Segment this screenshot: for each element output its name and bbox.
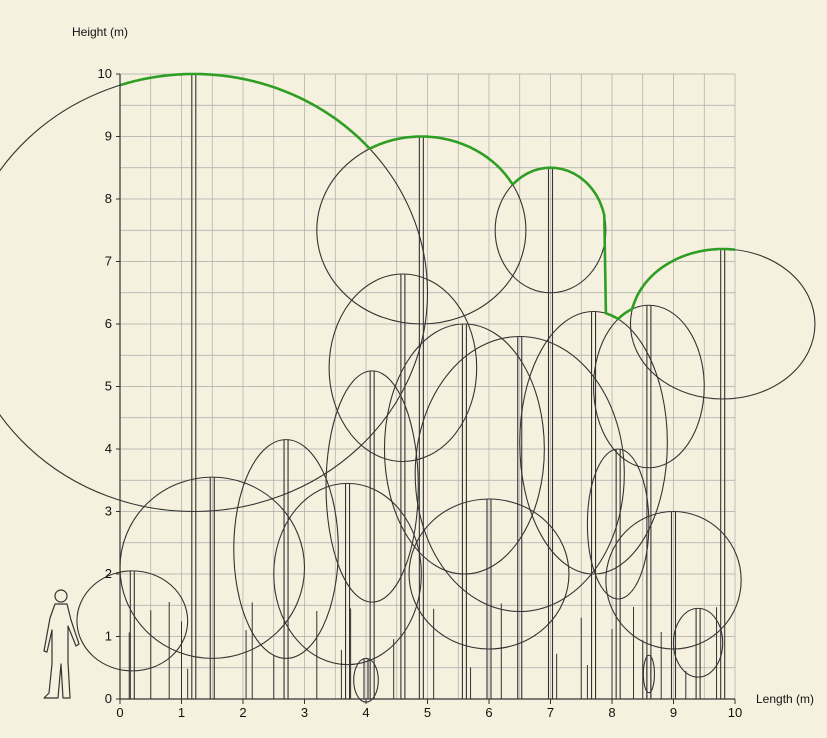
tree-stems xyxy=(128,74,726,699)
x-tick-label: 9 xyxy=(670,705,677,720)
x-tick-label: 1 xyxy=(178,705,185,720)
tree-crowns xyxy=(0,73,816,703)
grid-lines xyxy=(120,73,736,699)
tree-crown xyxy=(519,310,668,575)
x-tick-label: 7 xyxy=(547,705,554,720)
tree-crown xyxy=(233,439,339,659)
tree-crown xyxy=(408,498,570,650)
x-tick-label: 4 xyxy=(362,705,369,720)
person-icon xyxy=(43,589,80,699)
tree-crown xyxy=(325,370,419,603)
x-axis-title: Length (m) xyxy=(756,692,814,706)
y-tick-label: 10 xyxy=(98,66,112,81)
canopy-profile-line xyxy=(119,72,736,321)
y-tick-label: 7 xyxy=(105,254,112,269)
tree-crown xyxy=(586,448,650,600)
y-tick-label: 6 xyxy=(105,316,112,331)
tree-crown xyxy=(593,304,705,469)
tree-crown xyxy=(642,654,655,694)
y-tick-label: 3 xyxy=(105,504,112,519)
tree-crown xyxy=(328,273,478,463)
tree-crown xyxy=(76,570,189,672)
tree-crown xyxy=(414,335,625,613)
person-icon-body xyxy=(43,603,80,699)
y-tick-label: 2 xyxy=(105,566,112,581)
y-tick-label: 9 xyxy=(105,129,112,144)
x-tick-label: 2 xyxy=(239,705,246,720)
x-tick-label: 10 xyxy=(728,705,742,720)
y-tick-labels: 0 1 2 3 4 5 6 7 8 9 10 xyxy=(98,66,120,706)
y-axis-title: Height (m) xyxy=(72,25,128,39)
x-tick-label: 5 xyxy=(424,705,431,720)
tree-crown xyxy=(672,607,724,678)
x-tick-label: 8 xyxy=(608,705,615,720)
y-tick-label: 1 xyxy=(105,629,112,644)
tree-crown xyxy=(273,482,422,666)
y-tick-label: 0 xyxy=(105,691,112,706)
x-tick-label: 3 xyxy=(301,705,308,720)
y-tick-label: 4 xyxy=(105,441,112,456)
person-icon-head xyxy=(54,589,68,603)
y-tick-label: 8 xyxy=(105,191,112,206)
x-tick-label: 0 xyxy=(116,705,123,720)
y-tick-label: 5 xyxy=(105,379,112,394)
x-tick-labels: 0 1 2 3 4 5 6 7 8 9 10 xyxy=(116,699,742,720)
x-tick-label: 6 xyxy=(485,705,492,720)
tree-crown xyxy=(383,323,545,575)
